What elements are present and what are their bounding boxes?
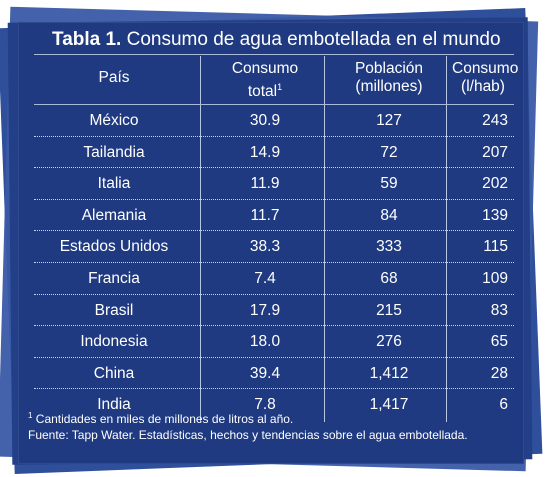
cell-pais: China <box>93 364 135 382</box>
footnote-marker: 1 <box>28 411 33 420</box>
header-consumo-total-line1: Consumo <box>231 60 299 77</box>
cell-pais: México <box>89 112 139 129</box>
cell-consumo-total: 11.9 <box>250 175 280 193</box>
header-consumo-hab-line1: Consumo <box>452 60 519 77</box>
table-row: Alemania 11.7 84 139 <box>34 200 514 232</box>
table-row: México 30.9 127 243 <box>34 105 514 137</box>
header-pais-label: País <box>98 69 130 86</box>
table-body: México 30.9 127 243 Tailandia 14.9 72 20… <box>34 105 514 421</box>
cell-consumo-hab: 243 <box>482 112 508 129</box>
cell-poblacion: 127 <box>376 112 402 129</box>
header-poblacion: Población (millones) <box>334 60 444 96</box>
column-divider <box>324 56 325 422</box>
cell-consumo-hab: 83 <box>490 301 508 319</box>
cell-consumo-total: 14.9 <box>249 143 281 161</box>
cell-consumo-hab: 202 <box>482 175 508 193</box>
table-row: India 7.8 1,417 6 <box>34 389 514 421</box>
cell-poblacion: 276 <box>376 333 402 351</box>
cell-consumo-hab: 65 <box>490 333 508 351</box>
header-divider <box>34 104 514 105</box>
cell-pais: Indonesia <box>80 333 148 351</box>
table-row: Tailandia 14.9 72 207 <box>34 137 514 169</box>
cell-consumo-total: 30.9 <box>249 112 281 129</box>
table-row: Indonesia 18.0 276 65 <box>34 326 514 358</box>
cell-poblacion: 72 <box>380 143 398 161</box>
table-card: Tabla 1. Consumo de agua embotellada en … <box>18 22 524 464</box>
header-consumo-hab-line2: (l/hab) <box>461 78 505 95</box>
title-divider <box>34 54 514 55</box>
table-row: Brasil 17.9 215 83 <box>34 295 514 327</box>
footnote: 1 Cantidades en miles de millones de lit… <box>28 408 468 428</box>
cell-consumo-total: 39.4 <box>249 364 281 382</box>
header-pais: País <box>34 69 194 87</box>
table-notes: 1 Cantidades en miles de millones de lit… <box>28 408 468 443</box>
cell-consumo-total: 17.9 <box>249 301 281 319</box>
cell-pais: Tailandia <box>83 143 145 161</box>
header-consumo-total: Consumo total1 <box>210 60 320 101</box>
cell-poblacion: 215 <box>376 301 402 319</box>
cell-consumo-hab: 207 <box>482 143 508 161</box>
cell-poblacion: 68 <box>380 269 398 287</box>
cell-consumo-total: 18.0 <box>249 333 281 351</box>
cell-consumo-hab: 28 <box>490 364 508 382</box>
footnote-text: Cantidades en miles de millones de litro… <box>32 412 294 426</box>
cell-pais: Estados Unidos <box>59 238 169 256</box>
table-title: Tabla 1. Consumo de agua embotellada en … <box>52 28 501 52</box>
data-table: País Consumo total1 Población (millones)… <box>34 56 519 422</box>
cell-consumo-total: 7.8 <box>254 396 276 414</box>
cell-poblacion: 1,417 <box>369 396 409 414</box>
cell-consumo-total: 7.4 <box>254 269 276 287</box>
header-footnote-marker: 1 <box>277 82 283 92</box>
table-row: China 39.4 1,412 28 <box>34 358 514 390</box>
cell-poblacion: 1,412 <box>369 364 409 382</box>
cell-pais: Italia <box>97 175 131 193</box>
cell-consumo-hab: 109 <box>482 269 508 287</box>
cell-pais: Francia <box>88 269 140 287</box>
table-row: Estados Unidos 38.3 333 115 <box>34 231 514 263</box>
header-consumo-total-text: total <box>247 83 278 101</box>
header-consumo-total-line2: total1 <box>210 78 320 101</box>
table-title-text: Consumo de agua embotellada en el mundo <box>121 29 501 50</box>
cell-poblacion: 333 <box>376 238 402 256</box>
cell-poblacion: 84 <box>380 206 398 224</box>
table-title-label: Tabla 1. <box>52 29 122 50</box>
cell-consumo-total: 38.3 <box>249 238 281 256</box>
table-row: Italia 11.9 59 202 <box>34 168 514 200</box>
table-row: Francia 7.4 68 109 <box>34 263 514 295</box>
cell-pais: Brasil <box>94 301 134 319</box>
cell-consumo-hab: 6 <box>499 396 508 414</box>
table-header: País Consumo total1 Población (millones)… <box>34 56 519 105</box>
cell-pais: India <box>97 396 131 414</box>
cell-poblacion: 59 <box>380 175 398 193</box>
cell-consumo-hab: 115 <box>483 238 508 256</box>
source-note: Fuente: Tapp Water. Estadísticas, hechos… <box>28 427 468 442</box>
column-divider <box>446 56 447 422</box>
column-divider <box>200 56 201 422</box>
cell-pais: Alemania <box>81 206 147 224</box>
header-poblacion-line1: Población <box>354 60 424 77</box>
header-poblacion-line2: (millones) <box>355 78 423 95</box>
cell-consumo-total: 11.7 <box>250 206 280 224</box>
cell-consumo-hab: 139 <box>482 206 508 224</box>
header-consumo-hab: Consumo (l/hab) <box>452 60 519 96</box>
